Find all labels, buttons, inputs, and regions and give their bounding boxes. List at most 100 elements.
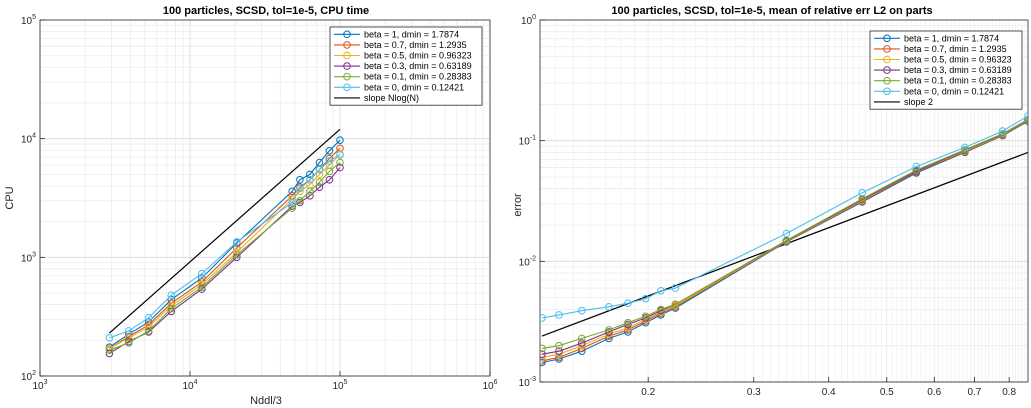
y-tick-label: 10-2 <box>519 255 536 268</box>
x-tick-label: 0.5 <box>880 387 894 398</box>
data-point <box>605 326 613 334</box>
data-point <box>325 157 334 165</box>
y-tick-label: 102 <box>21 370 36 383</box>
legend-marker <box>343 30 351 39</box>
legend-marker <box>343 72 351 81</box>
legend-entry-label: beta = 0.5, dmin = 0.96323 <box>904 55 1012 65</box>
data-point <box>998 127 1007 135</box>
x-tick-label: 103 <box>32 379 47 392</box>
x-axis-label: Nddl/3 <box>250 395 282 407</box>
data-point <box>296 184 304 193</box>
data-point <box>306 176 314 184</box>
data-point <box>605 330 613 338</box>
legend-entry-label: beta = 0, dmin = 0.12421 <box>364 82 464 92</box>
data-point <box>624 318 632 327</box>
series-line <box>541 119 1028 355</box>
data-point <box>315 178 324 186</box>
data-point <box>336 158 344 167</box>
data-layer <box>540 112 1028 367</box>
series-line <box>541 115 1028 319</box>
data-point <box>105 334 114 342</box>
y-tick-label: 10-1 <box>519 135 536 148</box>
data-point <box>657 287 665 295</box>
data-point <box>641 294 650 303</box>
data-layer <box>105 128 344 358</box>
data-point <box>540 350 546 358</box>
x-tick-label: 0.2 <box>641 387 655 398</box>
data-point <box>641 312 650 321</box>
data-point <box>105 346 114 355</box>
legend-entry-label: beta = 0, dmin = 0.12421 <box>904 86 1004 96</box>
data-point <box>624 328 632 336</box>
data-point <box>555 347 563 356</box>
series-line <box>541 120 1028 364</box>
legend-entry-label: beta = 0.1, dmin = 0.28383 <box>364 72 472 82</box>
axes-box <box>39 19 491 377</box>
legend-entry-label: beta = 1, dmin = 1.7874 <box>364 29 459 39</box>
data-point <box>858 195 867 203</box>
series-line <box>109 154 341 339</box>
data-point <box>233 238 241 246</box>
data-point <box>198 283 206 292</box>
x-tick-label: 0.7 <box>967 387 981 398</box>
series-line <box>109 162 341 351</box>
y-tick-label: 100 <box>521 14 536 27</box>
legend-entry-label: beta = 0.7, dmin = 1.2935 <box>904 44 1007 54</box>
data-point <box>325 147 334 155</box>
data-point <box>315 165 324 174</box>
data-point <box>124 327 133 335</box>
data-point <box>961 146 969 154</box>
data-point <box>296 196 304 205</box>
data-point <box>624 326 632 334</box>
legend-marker <box>343 51 351 60</box>
data-point <box>555 341 563 350</box>
relative-error-chart: 100 particles, SCSD, tol=1e-5, mean of r… <box>512 5 1029 398</box>
cpu-time-chart: 100 particles, SCSD, tol=1e-5, CPU time … <box>4 5 498 407</box>
data-point <box>306 192 314 200</box>
data-point <box>912 162 921 171</box>
data-point <box>540 314 546 322</box>
data-point <box>325 167 334 176</box>
legend-marker <box>883 87 891 96</box>
data-point <box>336 151 344 159</box>
legend-marker <box>343 41 351 49</box>
legend-marker <box>883 34 891 43</box>
x-tick-label: 0.6 <box>927 387 941 398</box>
legend-marker <box>343 83 351 92</box>
data-point <box>671 284 680 292</box>
data-point <box>288 198 297 207</box>
x-tick-label: 0.8 <box>1002 387 1016 398</box>
y-axis-label: CPU <box>4 186 16 209</box>
legend-entry-label: beta = 0.3, dmin = 0.63189 <box>364 61 472 71</box>
data-point <box>306 187 314 196</box>
axes-box <box>539 19 1029 383</box>
legend-entry-label: beta = 0.1, dmin = 0.28383 <box>904 76 1012 86</box>
legend-entry-label: beta = 0.7, dmin = 1.2935 <box>364 40 467 50</box>
data-point <box>578 344 586 353</box>
data-point <box>336 136 344 144</box>
data-point <box>144 327 153 335</box>
x-tick-label: 106 <box>482 379 497 392</box>
data-point <box>578 339 586 347</box>
data-point <box>578 341 586 350</box>
data-point <box>124 339 133 347</box>
y-tick-label: 105 <box>21 14 36 27</box>
data-point <box>167 304 176 313</box>
data-point <box>325 176 334 184</box>
data-point <box>605 303 613 311</box>
legend-marker <box>883 45 891 53</box>
data-point <box>858 189 867 197</box>
legend-marker <box>883 66 891 74</box>
data-point <box>1024 112 1028 120</box>
data-point <box>306 170 314 179</box>
data-point <box>144 313 153 322</box>
x-tick-label: 0.4 <box>822 387 836 398</box>
legend-entry-label: beta = 0.3, dmin = 0.63189 <box>904 65 1012 75</box>
legend-entry-label: slope 2 <box>904 97 933 107</box>
y-tick-label: 103 <box>21 251 36 264</box>
data-point <box>315 170 324 179</box>
x-tick-label: 105 <box>332 379 347 392</box>
data-point <box>578 334 586 343</box>
